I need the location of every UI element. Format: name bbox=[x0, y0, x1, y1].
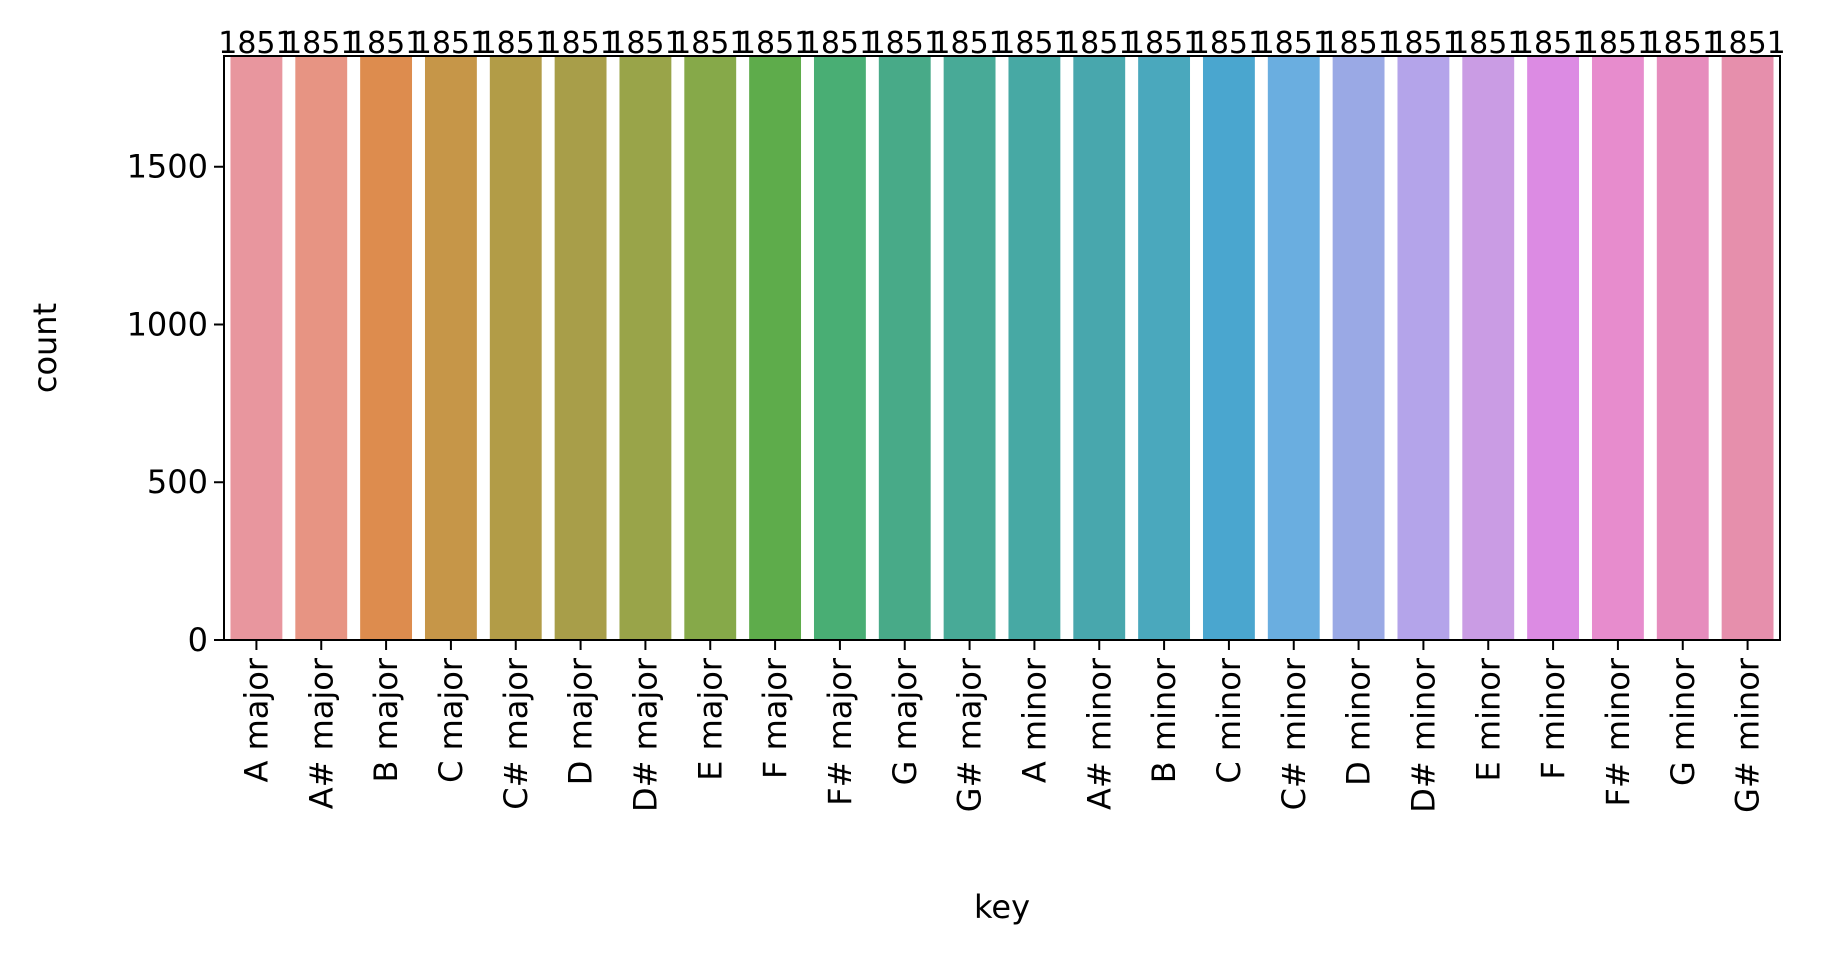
bar bbox=[230, 56, 283, 640]
x-tick-label: A major bbox=[237, 657, 275, 782]
x-tick-label: A minor bbox=[1015, 657, 1053, 783]
x-tick-label: C# major bbox=[497, 657, 535, 810]
x-tick-label: F# major bbox=[821, 657, 859, 806]
x-tick-label: E minor bbox=[1469, 657, 1507, 781]
x-tick-label: F minor bbox=[1534, 657, 1572, 780]
x-tick-label: B major bbox=[367, 657, 405, 782]
bar bbox=[1073, 56, 1126, 640]
bar bbox=[360, 56, 413, 640]
bar bbox=[554, 56, 607, 640]
bar bbox=[489, 56, 542, 640]
bar bbox=[1527, 56, 1580, 640]
bar bbox=[878, 56, 931, 640]
x-tick-label: A# major bbox=[302, 657, 340, 809]
bar bbox=[1138, 56, 1191, 640]
bar bbox=[1267, 56, 1320, 640]
x-tick-label: B minor bbox=[1145, 657, 1183, 783]
axes-frame bbox=[223, 55, 1781, 641]
bar bbox=[1721, 56, 1774, 640]
x-tick-label: C# minor bbox=[1275, 657, 1313, 810]
bar bbox=[943, 56, 996, 640]
bar bbox=[1656, 56, 1709, 640]
x-tick-label: G# major bbox=[951, 657, 989, 812]
bar bbox=[424, 56, 477, 640]
x-tick-label: F major bbox=[756, 657, 794, 779]
bar bbox=[1462, 56, 1515, 640]
bar bbox=[684, 56, 737, 640]
y-tick-label: 1500 bbox=[127, 148, 208, 186]
bar bbox=[1332, 56, 1385, 640]
bar bbox=[619, 56, 672, 640]
y-tick-label: 0 bbox=[188, 621, 208, 659]
bar bbox=[1008, 56, 1061, 640]
x-tick-label: E major bbox=[691, 657, 729, 781]
bar bbox=[1202, 56, 1255, 640]
x-tick-label: D# minor bbox=[1404, 657, 1442, 813]
bar bbox=[813, 56, 866, 640]
x-tick-label: C minor bbox=[1210, 657, 1248, 783]
x-tick-label: D minor bbox=[1340, 657, 1378, 786]
y-tick-label: 500 bbox=[147, 463, 208, 501]
x-tick-label: G major bbox=[886, 657, 924, 785]
x-tick-label: D# major bbox=[626, 657, 664, 812]
bar bbox=[1591, 56, 1644, 640]
bars bbox=[230, 56, 1774, 640]
bar bbox=[295, 56, 348, 640]
bar bbox=[749, 56, 802, 640]
y-tick-label: 1000 bbox=[127, 305, 208, 343]
x-tick-label: A# minor bbox=[1080, 657, 1118, 810]
x-axis-ticks: A major A# major B major C major C# major D m… bbox=[237, 640, 1767, 813]
x-tick-label: G minor bbox=[1664, 657, 1702, 786]
bar bbox=[1397, 56, 1450, 640]
y-axis-label: count bbox=[26, 303, 64, 393]
x-tick-label: D major bbox=[562, 657, 600, 785]
x-tick-label: G# minor bbox=[1729, 657, 1767, 813]
axes bbox=[223, 55, 1781, 641]
x-tick-label: F# minor bbox=[1599, 657, 1637, 806]
x-axis-label: key bbox=[974, 888, 1030, 926]
x-tick-label: C major bbox=[432, 657, 470, 783]
y-axis-ticks: 0 500 1000 1500 bbox=[127, 148, 224, 659]
